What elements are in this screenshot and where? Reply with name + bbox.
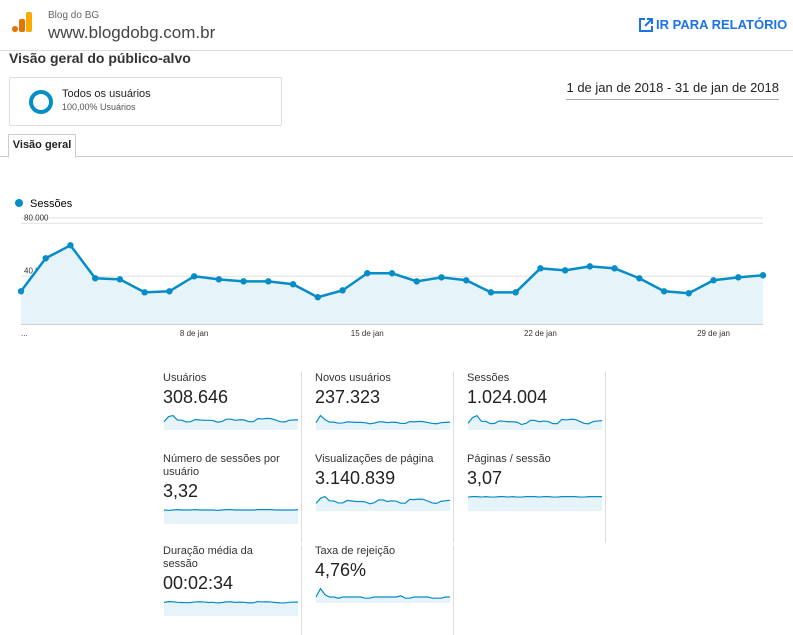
- point: [611, 265, 617, 271]
- point: [661, 288, 667, 294]
- point: [240, 278, 246, 284]
- metric-label: Novos usuários: [315, 372, 435, 385]
- sparkline-area: [316, 497, 450, 511]
- sparkline: [467, 492, 603, 512]
- metric-value: 4,76%: [315, 560, 453, 581]
- sparkline-area: [468, 497, 602, 511]
- site-name: Blog do BG: [48, 10, 99, 21]
- metric-value: 308.646: [163, 387, 301, 408]
- sparkline-area: [164, 416, 298, 430]
- point: [587, 263, 593, 269]
- point: [290, 281, 296, 287]
- point: [43, 255, 49, 261]
- sparkline: [163, 597, 299, 617]
- point: [92, 275, 98, 281]
- point: [315, 294, 321, 300]
- point: [686, 290, 692, 296]
- sparkline-line: [316, 589, 450, 599]
- x-tick-label: 15 de jan: [351, 329, 384, 338]
- point: [389, 270, 395, 276]
- point: [191, 273, 197, 279]
- metric: Sessões 1.024.004: [467, 372, 606, 462]
- sparkline: [315, 584, 451, 604]
- point: [537, 265, 543, 271]
- site-url: www.blogdobg.com.br: [48, 23, 215, 43]
- metric: Usuários 308.646: [163, 372, 302, 462]
- metric-label: Visualizações de página: [315, 453, 435, 466]
- point: [364, 270, 370, 276]
- point: [488, 289, 494, 295]
- sparkline: [467, 411, 603, 431]
- segment-name: Todos os usuários: [62, 88, 151, 100]
- link-icon: [638, 17, 654, 33]
- sparkline: [163, 505, 299, 525]
- sparkline-area: [164, 510, 298, 524]
- point: [67, 242, 73, 248]
- metric: Páginas / sessão 3,07: [467, 453, 606, 543]
- point: [710, 277, 716, 283]
- tab[interactable]: Visão geral: [8, 134, 76, 158]
- x-tick-label: 8 de jan: [180, 329, 208, 338]
- metric-value: 1.024.004: [467, 387, 605, 408]
- segment-donut: [28, 89, 54, 115]
- point: [18, 288, 24, 294]
- x-tick-label: 22 de jan: [524, 329, 557, 338]
- metric-value: 3,07: [467, 468, 605, 489]
- point: [216, 276, 222, 282]
- metric-label: Usuários: [163, 372, 283, 385]
- metric-value: 237.323: [315, 387, 453, 408]
- point: [414, 278, 420, 284]
- point: [265, 278, 271, 284]
- metric-label: Taxa de rejeição: [315, 545, 435, 558]
- metric: Taxa de rejeição 4,76%: [315, 545, 454, 635]
- x-tick-label: ...: [21, 329, 28, 338]
- metric-value: 3,32: [163, 481, 301, 502]
- legend-dot: [15, 199, 23, 207]
- point: [562, 267, 568, 273]
- sparkline: [163, 411, 299, 431]
- sparkline-area: [164, 602, 298, 616]
- y-tick-label: 80.000: [24, 213, 49, 222]
- x-tick-label: 29 de jan: [697, 329, 730, 338]
- tab-line: [0, 156, 793, 157]
- point: [339, 287, 345, 293]
- metric-label: Número de sessões por usuário: [163, 453, 283, 479]
- point: [735, 274, 741, 280]
- segment-share: 100,00% Usuários: [62, 102, 136, 112]
- point: [463, 277, 469, 283]
- point: [636, 275, 642, 281]
- metric-value: 3.140.839: [315, 468, 453, 489]
- sparkline-area: [316, 589, 450, 603]
- legend-label: Sessões: [30, 198, 73, 210]
- metric-label: Duração média da sessão: [163, 545, 283, 571]
- point: [141, 289, 147, 295]
- sparkline: [315, 492, 451, 512]
- metric-label: Sessões: [467, 372, 587, 385]
- point: [438, 274, 444, 280]
- metric-label: Páginas / sessão: [467, 453, 587, 466]
- page-title: Visão geral do público-alvo: [9, 50, 191, 66]
- point: [166, 288, 172, 294]
- point: [117, 276, 123, 282]
- point: [512, 289, 518, 295]
- date-range[interactable]: 1 de jan de 2018 - 31 de jan de 2018: [566, 80, 779, 100]
- segment-box[interactable]: Todos os usuários 100,00% Usuários: [9, 77, 282, 126]
- metric: Visualizações de página 3.140.839: [315, 453, 454, 543]
- point: [760, 272, 766, 278]
- logo: [12, 10, 36, 34]
- metric: Novos usuários 237.323: [315, 372, 454, 462]
- sparkline: [315, 411, 451, 431]
- report-link[interactable]: IR PARA RELATÓRIO: [656, 17, 787, 32]
- metric-value: 00:02:34: [163, 573, 301, 594]
